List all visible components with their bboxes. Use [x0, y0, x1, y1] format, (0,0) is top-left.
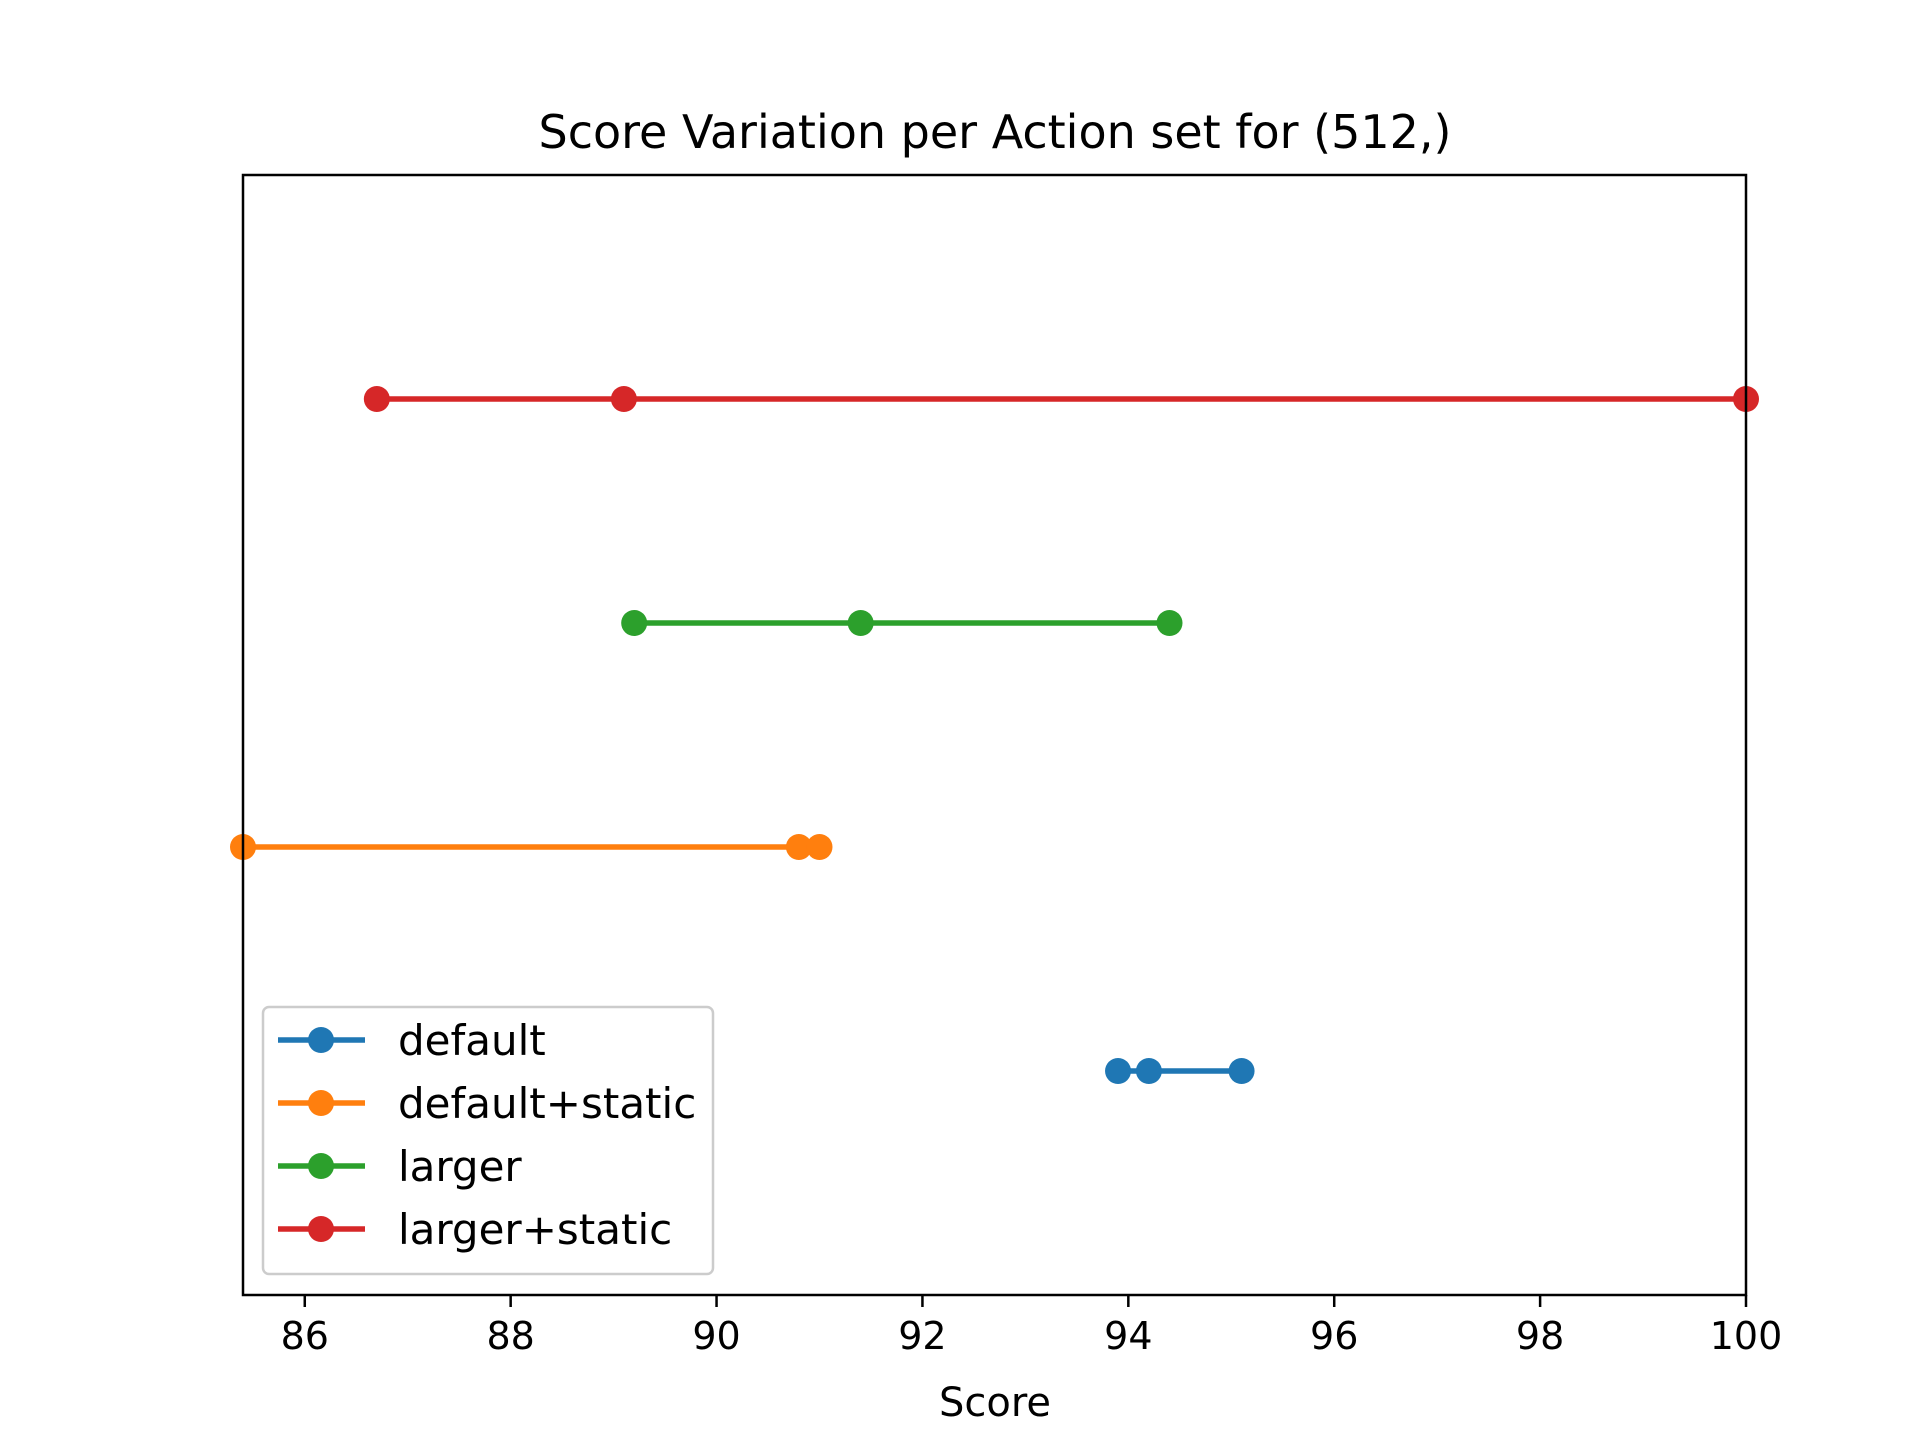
data-point — [1105, 1058, 1132, 1084]
series-default-plus-static — [230, 834, 833, 860]
data-point — [621, 610, 648, 636]
legend: default default+static larger larger+static — [261, 1005, 715, 1276]
x-tick-label: 88 — [486, 1314, 534, 1358]
series-default — [1105, 1058, 1255, 1084]
data-point — [363, 386, 390, 412]
x-tick-label: 92 — [898, 1314, 946, 1358]
legend-entry: default+static — [278, 1079, 696, 1128]
legend-label: default+static — [398, 1079, 696, 1128]
legend-marker — [308, 1153, 334, 1179]
data-point — [847, 610, 874, 636]
data-point — [1156, 610, 1183, 636]
legend-label: larger+static — [398, 1205, 672, 1254]
legend-entry: larger — [278, 1142, 522, 1191]
x-tick-label: 90 — [692, 1314, 740, 1358]
legend-marker — [308, 1027, 334, 1053]
data-point — [785, 834, 812, 860]
x-tick-label: 98 — [1516, 1314, 1564, 1358]
data-point — [1228, 1058, 1255, 1084]
plot-frame — [241, 173, 1748, 1297]
legend-label: default — [398, 1016, 546, 1065]
data-point — [806, 834, 833, 860]
legend-entry: default — [278, 1016, 546, 1065]
series-larger — [621, 610, 1183, 636]
x-tick-label: 86 — [281, 1314, 329, 1358]
x-tick-label: 96 — [1310, 1314, 1358, 1358]
chart-title: Score Variation per Action set for (512,… — [539, 105, 1452, 159]
x-axis-label: Score — [939, 1380, 1051, 1426]
legend-marker — [308, 1090, 334, 1116]
x-axis-ticks: 86 88 90 92 94 96 98 100 — [281, 1295, 1783, 1358]
legend-marker — [308, 1216, 334, 1242]
data-point — [1135, 1058, 1162, 1084]
series-layer — [230, 386, 1759, 1084]
legend-box — [261, 1005, 715, 1276]
legend-label: larger — [398, 1142, 522, 1191]
x-tick-label: 100 — [1710, 1314, 1783, 1358]
series-larger-plus-static — [363, 386, 1759, 412]
legend-entry: larger+static — [278, 1205, 672, 1254]
legend-entries: default default+static larger larger+static — [278, 1016, 696, 1254]
data-point — [610, 386, 637, 412]
x-tick-label: 94 — [1104, 1314, 1152, 1358]
